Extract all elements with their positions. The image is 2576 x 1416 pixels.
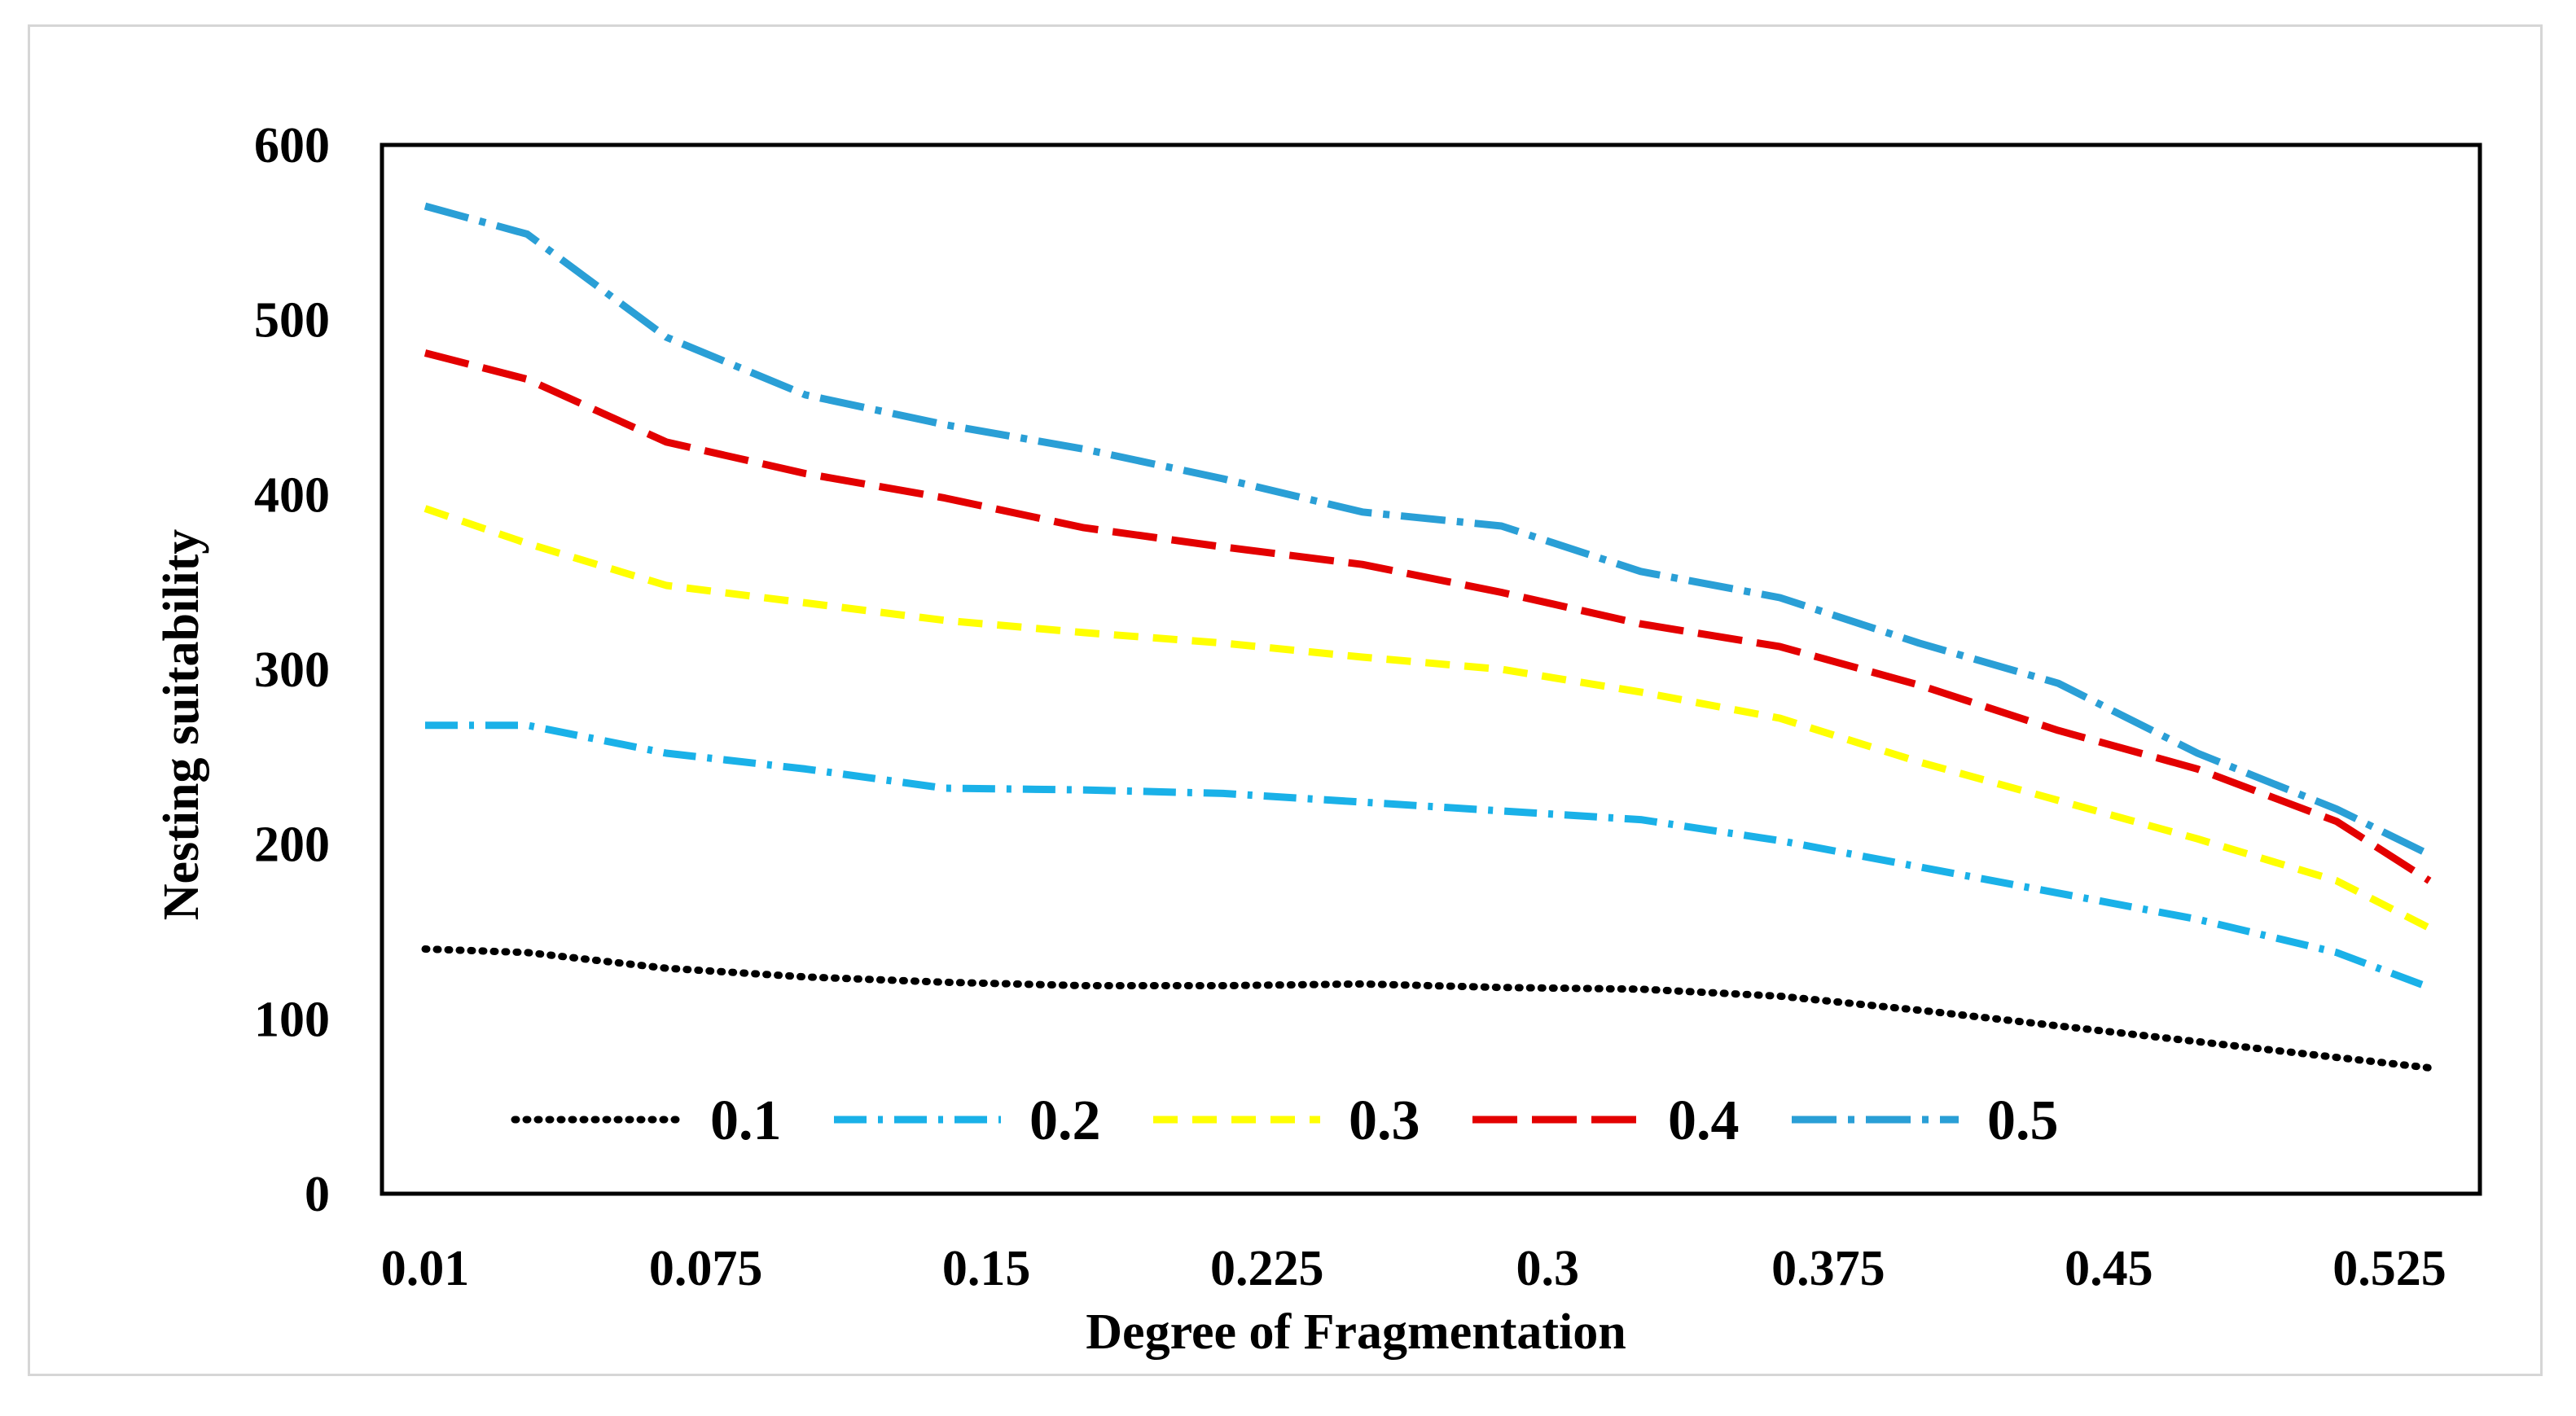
y-axis-title: Nesting suitability	[154, 529, 209, 921]
legend: 0.1 0.2 0.3 0.4 0.5	[511, 1089, 2059, 1152]
plot-area	[380, 142, 2482, 1196]
y-axis-ticks: 0 100 200 300 400 500 600	[254, 118, 330, 1222]
legend-label-0.5: 0.5	[1987, 1089, 2059, 1152]
plot-border	[380, 142, 2482, 1196]
legend-label-0.4: 0.4	[1668, 1089, 1740, 1152]
y-tick-label: 600	[254, 118, 330, 173]
x-tick-label: 0.01	[381, 1241, 470, 1296]
series-line-0.3	[423, 505, 2432, 932]
x-tick-label: 0.15	[942, 1241, 1031, 1296]
legend-label-0.1: 0.1	[710, 1089, 782, 1152]
y-tick-label: 100	[254, 992, 330, 1047]
y-tick-label: 400	[254, 467, 330, 523]
x-tick-label: 0.45	[2065, 1241, 2153, 1296]
x-tick-label: 0.3	[1516, 1241, 1580, 1296]
x-axis-title: Degree of Fragmentation	[1086, 1304, 1626, 1360]
y-tick-label: 0	[305, 1167, 330, 1222]
chart-frame	[28, 24, 2543, 1376]
series-line-0.4	[423, 349, 2432, 884]
x-tick-label: 0.225	[1210, 1241, 1324, 1296]
y-tick-label: 200	[254, 818, 330, 873]
x-axis-ticks: 0.01 0.075 0.15 0.225 0.3 0.375 0.45 0.525	[381, 1241, 2447, 1296]
legend-label-0.3: 0.3	[1349, 1089, 1420, 1152]
series-line-0.5	[423, 202, 2431, 858]
legend-label-0.2: 0.2	[1029, 1089, 1101, 1152]
y-tick-label: 300	[254, 642, 330, 698]
x-tick-label: 0.375	[1771, 1241, 1885, 1296]
x-tick-label: 0.075	[649, 1241, 763, 1296]
series-line-0.1	[421, 945, 2433, 1072]
series-layer	[421, 202, 2433, 1072]
y-tick-label: 500	[254, 293, 330, 349]
x-tick-label: 0.525	[2332, 1241, 2447, 1296]
series-line-0.2	[425, 721, 2431, 991]
